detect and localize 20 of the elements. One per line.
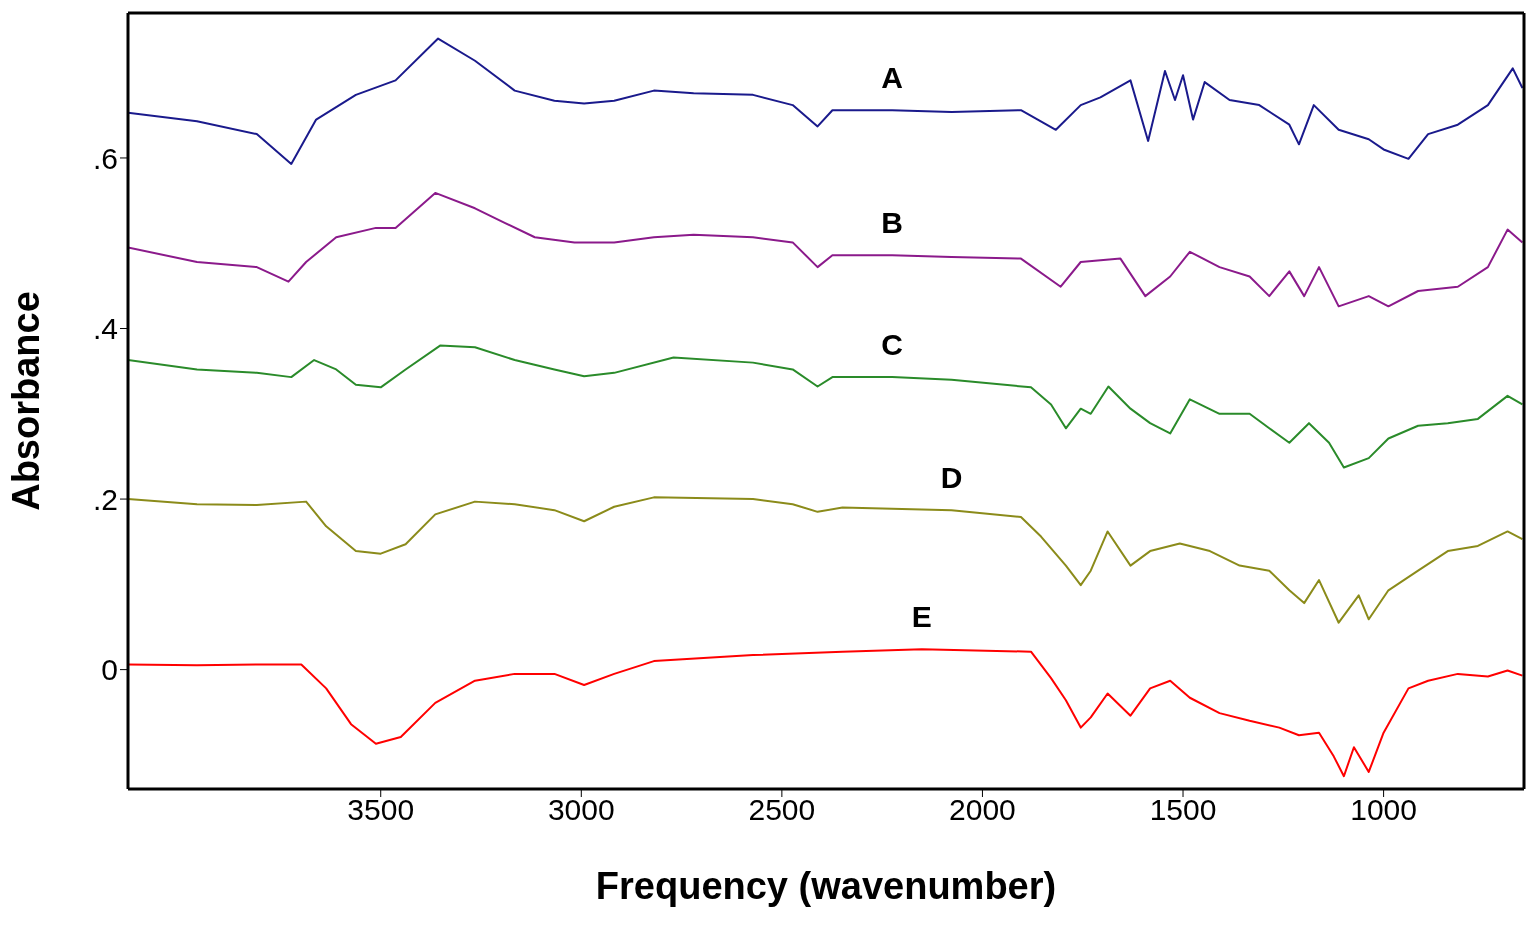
series-label: A [881, 61, 904, 95]
y-tick-label: 0 [101, 653, 118, 687]
series-label: E [911, 600, 932, 634]
y-tick-label: .4 [92, 312, 118, 346]
line-series [128, 37, 1524, 165]
series-label: C [881, 328, 904, 362]
y-tick-label: .6 [92, 141, 118, 175]
x-tick-label: 1500 [1149, 793, 1217, 827]
x-tick-label: 2500 [748, 793, 816, 827]
line-series [128, 648, 1524, 778]
y-axis-title: Absorbance [5, 291, 48, 511]
line-series [128, 191, 1524, 308]
x-tick-label: 3000 [547, 793, 615, 827]
series-label: B [881, 206, 904, 240]
series-label: D [940, 461, 963, 495]
x-axis-title: Frequency (wavenumber) [595, 865, 1057, 907]
x-tick-label: 2000 [949, 793, 1016, 827]
x-tick-label: 3500 [347, 793, 415, 827]
y-tick-label: .2 [92, 482, 118, 516]
x-tick-label: 1000 [1350, 793, 1417, 827]
